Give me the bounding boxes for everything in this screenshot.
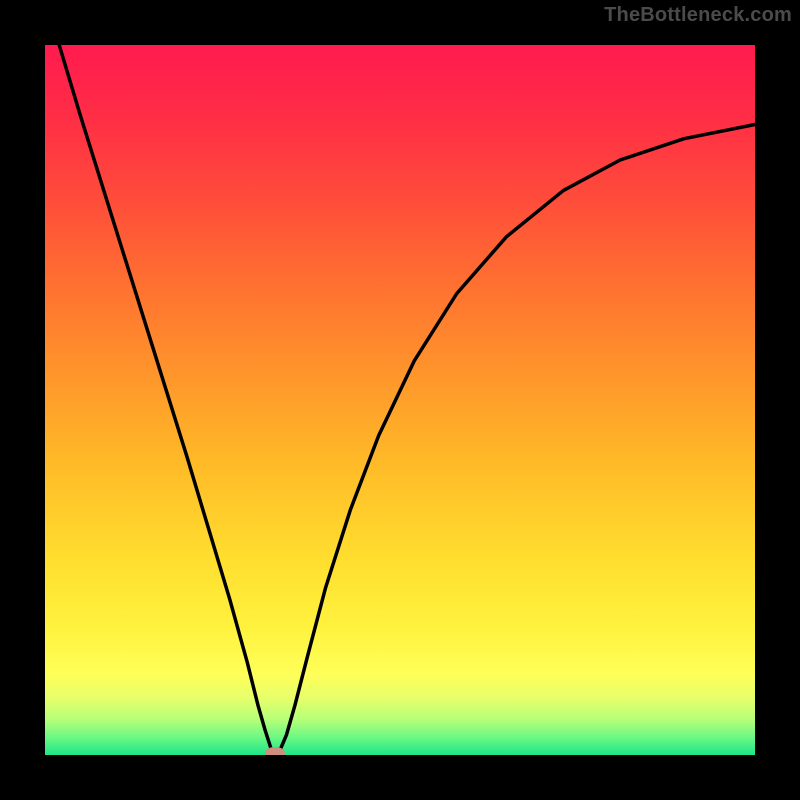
minimum-marker: [265, 747, 285, 759]
watermark-text: TheBottleneck.com: [604, 4, 792, 27]
chart-container: TheBottleneck.com: [0, 0, 800, 800]
plot-svg: [0, 0, 800, 800]
